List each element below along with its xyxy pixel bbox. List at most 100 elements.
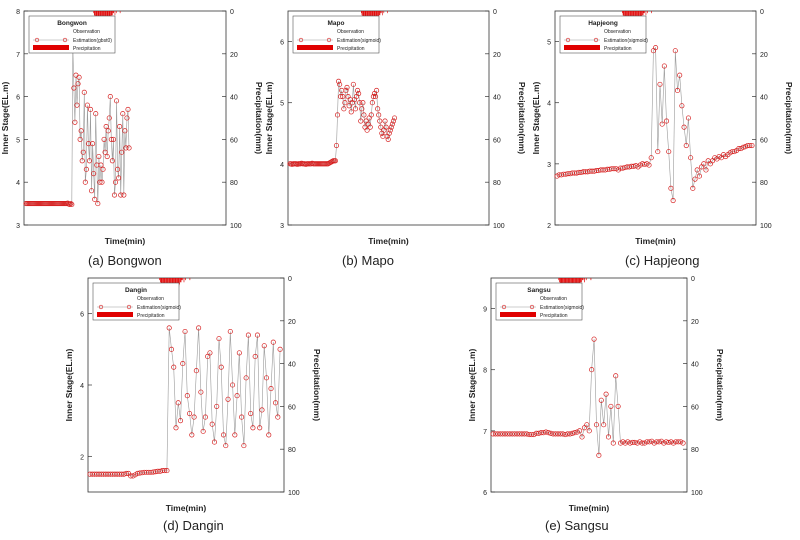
estimation-point: [334, 112, 341, 118]
precip-bar: [641, 11, 642, 18]
estimation-point: [99, 179, 105, 185]
estimation-point: [216, 336, 222, 342]
estimation-point: [610, 440, 616, 446]
estimation-line: [290, 81, 395, 165]
precip-bar: [622, 11, 624, 16]
estimation-point: [350, 81, 356, 87]
legend-title: Dangin: [125, 287, 147, 294]
precip-bar: [94, 11, 96, 18]
estimation-point: [642, 440, 648, 446]
estimation-point: [84, 102, 90, 108]
estimation-point: [74, 102, 80, 108]
estimation-point: [492, 431, 498, 437]
estimation-point: [358, 118, 364, 124]
estimation-point: [608, 403, 614, 409]
estimation-point: [348, 109, 354, 115]
estimation-point: [569, 430, 575, 436]
estimation-point: [118, 192, 124, 198]
precip-bar: [579, 278, 581, 285]
legend-estimation-marker: [501, 304, 507, 310]
y-axis-label: Inner Stage(EL.m): [0, 81, 10, 154]
y2-tick-label: 20: [493, 52, 501, 59]
y2-tick-label: 0: [288, 276, 292, 283]
estimation-point: [243, 375, 249, 381]
precip-bar: [378, 11, 379, 18]
y-tick-label: 8: [483, 368, 487, 375]
estimation-point: [254, 332, 261, 338]
estimation-point: [586, 428, 592, 434]
estimation-point: [357, 100, 363, 106]
estimation-point: [680, 440, 686, 446]
estimation-point: [521, 431, 527, 437]
estimation-point: [187, 410, 193, 417]
plot-frame: [287, 10, 490, 226]
estimation-point: [338, 94, 344, 100]
estimation-point: [342, 100, 348, 106]
precip-bar: [162, 278, 163, 287]
precip-bar: [622, 11, 623, 14]
y2-tick-label: 40: [691, 362, 699, 369]
estimation-point: [648, 155, 654, 161]
y2-axis-label: Precipitation(mm): [715, 349, 725, 421]
estimation-point: [168, 346, 175, 352]
estimation-point: [550, 431, 556, 437]
estimation-point: [497, 431, 503, 437]
estimation-point: [180, 361, 186, 367]
legend-estimation-marker: [126, 304, 132, 310]
y2-tick-label: 80: [760, 180, 768, 187]
estimation-point: [670, 197, 676, 204]
legend-estimation-marker: [98, 304, 104, 310]
estimation-point: [126, 145, 132, 151]
estimation-point: [332, 158, 338, 164]
estimation-line: [493, 339, 684, 456]
estimation-point: [593, 422, 600, 428]
estimation-point: [104, 153, 110, 160]
estimation-point: [78, 128, 84, 134]
estimation-point: [341, 106, 347, 112]
precip-bar: [387, 11, 388, 14]
legend-estimation: Estimation(sigmoid): [540, 305, 584, 311]
estimation-point: [117, 124, 123, 130]
y2-tick-label: 0: [691, 276, 695, 283]
precip-bar: [93, 11, 95, 16]
legend-estimation: Estimation(sigmoid): [604, 38, 648, 44]
estimation-point: [367, 124, 373, 130]
estimation-point: [560, 431, 566, 437]
estimation-point: [232, 432, 238, 438]
legend-estimation: Estimation(gbst0): [73, 38, 112, 44]
estimation-point: [613, 373, 619, 379]
estimation-point: [355, 87, 361, 94]
estimation-point: [333, 142, 340, 149]
precip-bar: [647, 11, 648, 14]
estimation-point: [502, 431, 508, 437]
legend-observation: Observation: [540, 296, 567, 302]
precip-bar: [110, 11, 111, 20]
estimation-point: [581, 425, 587, 431]
estimation-point: [701, 161, 707, 167]
precip-bar: [580, 278, 582, 283]
estimation-point: [81, 89, 87, 95]
y-axis-label: Inner Stage(EL.m): [531, 81, 541, 154]
estimation-point: [387, 127, 393, 133]
estimation-point: [683, 142, 689, 149]
estimation-point: [661, 63, 667, 69]
legend-observation: Observation: [137, 296, 164, 302]
estimation-point: [340, 94, 346, 100]
caption-sangsu: (e) Sangsu: [545, 518, 609, 533]
estimation-line: [26, 45, 130, 206]
estimation-point: [524, 431, 530, 437]
legend-title: Mapo: [328, 20, 345, 27]
legend-estimation-marker: [529, 304, 535, 310]
y2-tick-label: 100: [288, 490, 300, 497]
estimation-point: [369, 100, 375, 106]
estimation-point: [277, 346, 283, 352]
precip-bar: [590, 278, 592, 281]
estimation-point: [97, 179, 103, 185]
estimation-point: [250, 425, 256, 431]
estimation-point: [668, 185, 674, 191]
y2-axis-label: Precipitation(mm): [784, 82, 794, 154]
precip-bar: [95, 11, 96, 18]
estimation-point: [207, 350, 213, 356]
estimation-point: [663, 118, 670, 124]
